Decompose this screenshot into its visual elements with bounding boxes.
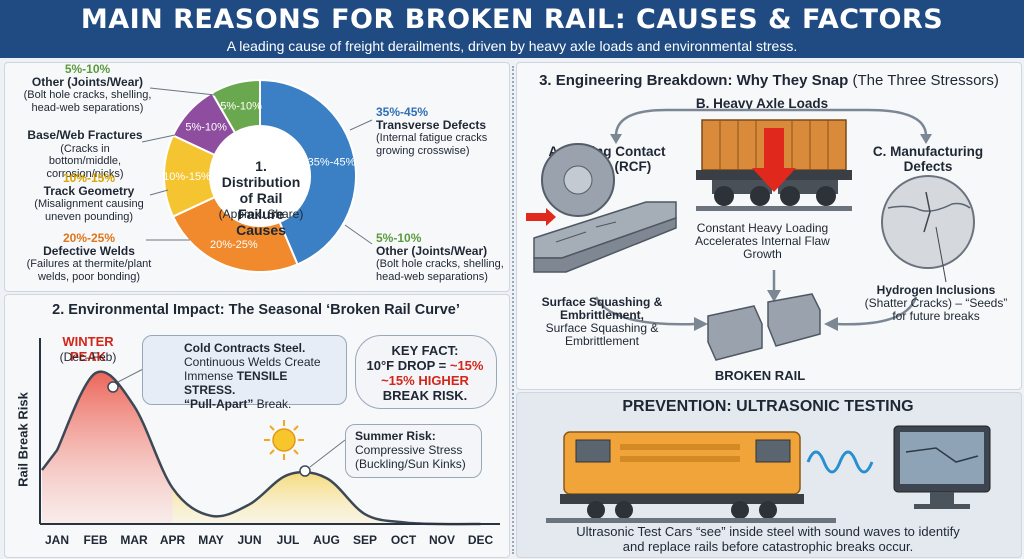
stressor-c-title: C. Manufacturing Defects	[872, 144, 984, 174]
key-fact-text: KEY FACT: 10°F DROP = ~15% ~15% HIGHER B…	[366, 343, 484, 403]
slice-other	[210, 78, 261, 135]
month-tick-feb: FEB	[83, 533, 108, 547]
callout-defective-welds: 20%-25% Defective Welds (Failures at the…	[26, 231, 152, 283]
locomotive-icon	[546, 431, 836, 523]
broken-rail-icon	[707, 293, 821, 361]
stressor-b-desc: Constant Heavy Loading Accelerates Inter…	[695, 221, 830, 261]
winter-peak-label: WINTER PEAK	[62, 334, 114, 364]
broken-rail-label: BROKEN RAIL	[714, 368, 806, 383]
ultrasonic-illustration	[546, 425, 991, 523]
month-tick-oct: OCT	[390, 533, 417, 547]
cold-contracts-box	[142, 335, 347, 405]
month-tick-mar: MAR	[120, 533, 148, 547]
month-tick-dec: DEC	[467, 533, 494, 547]
stressor-a-desc: Surface Squashing & Embrittlement, Surfac…	[541, 295, 663, 348]
callout-other-right: 5%-10% Other (Joints/Wear) (Bolt hole cr…	[376, 231, 504, 283]
month-tick-jan: JAN	[44, 533, 69, 547]
month-tick-jul: JUL	[276, 533, 300, 547]
month-tick-apr: APR	[159, 533, 186, 547]
stressor-c-desc: Hydrogen Inclusions (Shatter Cracks) – “S…	[864, 283, 1008, 323]
stressor-b-title: B. Heavy Axle Loads	[695, 96, 829, 111]
donut-center-title: 1. Distribution of Rail Failure Causes	[221, 158, 301, 238]
winter-months-label: (Dec–Feb)	[59, 350, 117, 364]
donut-hole	[211, 127, 309, 225]
slice-transverse	[259, 78, 357, 266]
slice-welds-label: 20%-25%	[210, 239, 258, 251]
month-tick-jun: JUN	[237, 533, 262, 547]
summer-risk-box	[345, 424, 482, 478]
month-tick-sep: SEP	[352, 533, 377, 547]
vertical-divider	[512, 66, 514, 554]
rail-cross-section-icon	[881, 175, 975, 283]
key-fact-box	[355, 335, 497, 409]
month-tick-nov: NOV	[428, 533, 455, 547]
section2-title: 2. Environmental Impact: The Seasonal ‘B…	[52, 302, 460, 318]
cold-contracts-text: Cold Contracts Steel. Continuous Welds C…	[184, 341, 321, 411]
page-subtitle: A leading cause of freight derailments, …	[226, 38, 798, 54]
donut-center-note: (Approx. Share)	[218, 207, 304, 221]
wheel-on-rail-icon	[526, 143, 677, 273]
callout-track-geometry: 10%-15% Track Geometry (Misalignment cau…	[34, 171, 144, 223]
slice-welds	[171, 195, 299, 273]
slice-geometry-label: 10%-15%	[163, 171, 211, 183]
callout-transverse: 35%-45% Transverse Defects (Internal fat…	[376, 105, 488, 157]
prevention-title: PREVENTION: ULTRASONIC TESTING	[622, 398, 914, 415]
summer-risk-area	[172, 472, 404, 524]
down-force-arrow-icon	[752, 128, 796, 192]
callout-base-web: Base/Web Fractures (Cracks in bottom/mid…	[27, 128, 143, 180]
sound-wave-icon	[806, 450, 874, 474]
y-axis-label: Rail Break Risk	[15, 392, 31, 487]
month-tick-aug: AUG	[313, 533, 340, 547]
slice-other-label: 5%-10%	[220, 100, 262, 112]
section3-title: 3. Engineering Breakdown: Why They Snap …	[539, 72, 999, 89]
donut-chart: 35%-45% 20%-25% 10%-15% 5%-10% 5%-10%	[163, 78, 357, 273]
prevention-text: Ultrasonic Test Cars “see” inside steel …	[576, 524, 960, 554]
month-tick-may: MAY	[198, 533, 224, 547]
risk-curve-line	[41, 370, 481, 526]
monitor-icon	[893, 425, 991, 509]
callout-other-left: 5%-10% Other (Joints/Wear) (Bolt hole cr…	[23, 62, 152, 114]
header-banner	[0, 0, 1024, 58]
summer-marker	[299, 465, 311, 477]
summer-risk-text: Summer Risk: Compressive Stress (Bucklin…	[355, 429, 466, 471]
stressor-illustrations	[526, 108, 975, 361]
page-title: MAIN REASONS FOR BROKEN RAIL: CAUSES & F…	[80, 4, 944, 35]
slice-transverse-label: 35%-45%	[308, 156, 356, 168]
winter-marker	[107, 381, 119, 393]
slice-base-web-label: 5%-10%	[185, 122, 227, 134]
sun-icon	[264, 420, 304, 460]
